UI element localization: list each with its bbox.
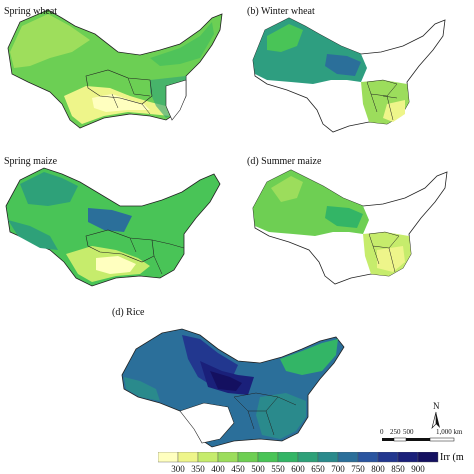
legend-swatch	[277, 452, 299, 463]
region-unplanted	[179, 402, 235, 444]
province-boundary	[85, 229, 155, 263]
map-summer-maize	[252, 169, 448, 285]
panel-label: (b) Winter wheat	[247, 6, 315, 17]
map-winter-wheat	[252, 17, 446, 133]
legend-swatch	[217, 452, 239, 463]
legend-swatch	[257, 452, 279, 463]
legend-swatch	[337, 452, 359, 463]
province-boundary	[368, 231, 400, 273]
scale-label: 250	[390, 428, 401, 436]
legend-tick-label: 800	[371, 464, 385, 474]
legend-tick-label: 650	[311, 464, 325, 474]
legend-tick-label: 450	[231, 464, 245, 474]
legend-swatch	[417, 452, 439, 463]
province-boundary	[233, 392, 297, 436]
map-spring-wheat	[7, 9, 223, 129]
north-arrow-icon: N	[431, 401, 440, 429]
zone-northeast	[280, 339, 338, 375]
zone-basin	[325, 206, 363, 228]
zone-core-high	[210, 371, 242, 391]
panel-label: (d) Summer maize	[247, 156, 322, 167]
zone-core	[92, 94, 150, 112]
legend-tick-label: 750	[351, 464, 365, 474]
zone-west	[8, 220, 58, 250]
legend-swatch	[158, 452, 179, 463]
legend-tick-label: 600	[291, 464, 305, 474]
map-panel-winter-wheat: (b) Winter wheat	[237, 0, 474, 140]
legend-tick-label: 700	[331, 464, 345, 474]
panel-label: (d) Rice	[112, 307, 145, 318]
legend-swatch	[377, 452, 399, 463]
province-boundary	[129, 237, 185, 275]
legend-tick-label: 400	[211, 464, 225, 474]
panel-label: Spring wheat	[4, 6, 58, 17]
scale-bar: 0 250 500 1,000 km	[380, 428, 463, 442]
province-boundary	[111, 77, 151, 115]
zone-basin	[88, 208, 132, 232]
zone-mountain	[271, 176, 303, 202]
legend-swatch	[237, 452, 259, 463]
legend-swatch	[177, 452, 199, 463]
zone-northwest	[20, 172, 78, 206]
legend-title: Irr (m	[440, 452, 464, 463]
map-spring-maize	[5, 167, 221, 287]
province-boundary	[366, 79, 398, 121]
zone-west	[124, 377, 160, 401]
legend-tick-label: 350	[191, 464, 205, 474]
legend-tick-label: 900	[411, 464, 425, 474]
legend-tick-label: 850	[391, 464, 405, 474]
zone-core	[377, 246, 405, 272]
panel-label: Spring maize	[4, 156, 58, 167]
province-boundary	[85, 69, 153, 105]
zone-core	[383, 100, 405, 122]
zone-southeast	[256, 393, 306, 439]
map-panel-spring-wheat: Spring wheat	[0, 0, 237, 140]
legend-colorbar: 300 350 400 450 500 550 600 650 700 750 800 850 900	[158, 452, 440, 474]
legend-tick-label: 550	[271, 464, 285, 474]
map-panel-rice: (d) Rice	[110, 305, 360, 450]
scale-label: 0	[380, 428, 384, 436]
legend-swatch	[297, 452, 319, 463]
zone-northwest	[10, 14, 90, 68]
zone-core	[96, 256, 136, 274]
scale-label: 500	[403, 428, 414, 436]
legend-tick-label: 500	[251, 464, 265, 474]
legend-swatch	[197, 452, 219, 463]
zone-northeast	[150, 22, 214, 66]
legend-swatch	[317, 452, 339, 463]
legend-swatch	[357, 452, 379, 463]
legend-swatch	[397, 452, 419, 463]
map-rice	[121, 328, 345, 448]
map-panel-spring-maize: Spring maize	[0, 150, 237, 290]
legend-tick-label: 300	[171, 464, 185, 474]
zone-basin	[325, 54, 361, 76]
region-unplanted	[165, 79, 187, 121]
map-panel-summer-maize: (d) Summer maize	[237, 150, 474, 290]
map-furniture: N 0 250 500 1,000 km	[380, 401, 463, 442]
zone-mountain	[267, 24, 303, 52]
north-arrow-label: N	[433, 401, 440, 411]
scale-label: 1,000 km	[436, 428, 463, 436]
